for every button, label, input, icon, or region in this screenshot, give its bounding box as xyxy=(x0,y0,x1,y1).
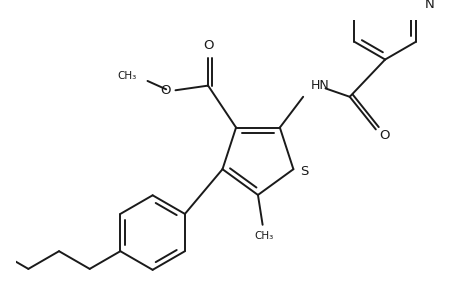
Text: O: O xyxy=(202,39,213,52)
Text: CH₃: CH₃ xyxy=(253,231,273,241)
Text: HN: HN xyxy=(310,79,329,92)
Text: N: N xyxy=(424,0,434,11)
Text: S: S xyxy=(300,166,308,178)
Text: O: O xyxy=(160,84,170,97)
Text: O: O xyxy=(378,129,389,142)
Text: CH₃: CH₃ xyxy=(117,71,136,81)
